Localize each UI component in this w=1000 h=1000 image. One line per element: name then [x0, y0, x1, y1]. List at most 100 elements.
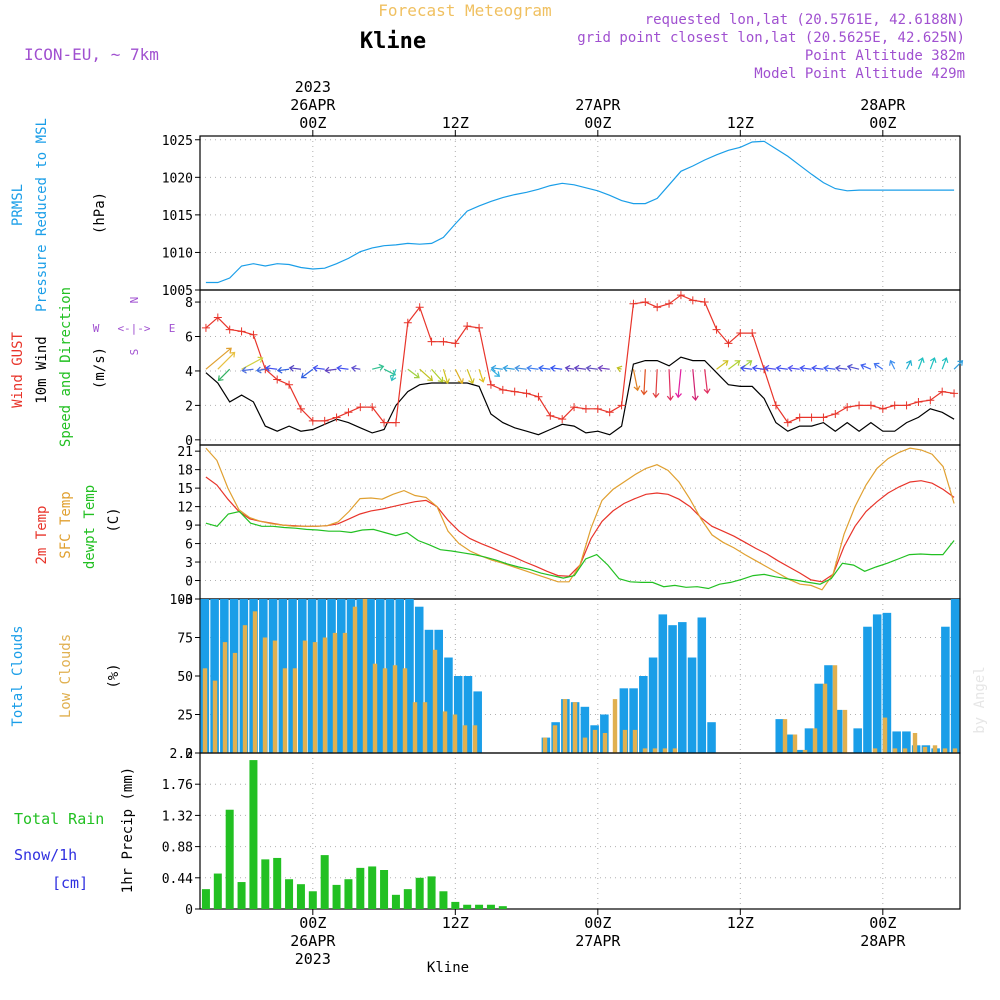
low-cloud-bar	[442, 711, 448, 753]
panel-axis-label: 2m Temp	[34, 505, 50, 564]
snow-unit-label: [cm]	[52, 874, 88, 892]
low-cloud-bar	[452, 714, 458, 753]
total-cloud-bar	[580, 706, 590, 753]
low-cloud-bar	[952, 748, 958, 753]
compass-west: W	[93, 322, 100, 335]
gust-marker	[296, 404, 305, 413]
gust-marker	[748, 329, 757, 338]
wind-arrow	[716, 360, 729, 370]
wind-arrow	[538, 364, 551, 372]
gust-marker	[878, 404, 887, 413]
total-cloud-bar	[639, 676, 648, 753]
gust-marker	[510, 387, 519, 396]
bottom-time-label: 28APR	[860, 932, 906, 950]
rain-bar	[391, 894, 400, 909]
wind-arrow	[585, 364, 598, 372]
gust-marker	[771, 401, 780, 410]
gust-marker	[570, 403, 579, 412]
top-time-label: 00Z	[584, 114, 611, 132]
compass-north: N	[128, 297, 141, 304]
wind-arrow	[350, 364, 361, 372]
total-cloud-bar	[785, 734, 794, 753]
gust-marker	[641, 298, 650, 307]
low-cloud-bar	[352, 606, 358, 753]
wind-gust-line	[205, 294, 955, 424]
gust-marker	[926, 396, 935, 405]
gust-marker	[356, 403, 365, 412]
panel-axis-label: Wind GUST	[10, 332, 26, 408]
top-time-label: 26APR	[290, 96, 336, 114]
low-cloud-bar	[232, 652, 238, 753]
y-tick-label: 25	[177, 709, 193, 724]
rain-bar	[225, 809, 234, 909]
wind-arrow	[941, 357, 949, 370]
low-cloud-bar	[672, 748, 678, 753]
top-time-label: 00Z	[299, 114, 326, 132]
panel-axis-label: (m/s)	[92, 347, 108, 389]
low-cloud-bar	[552, 725, 558, 753]
gust-marker	[629, 299, 638, 308]
low-cloud-bar	[422, 702, 428, 753]
panel-frame	[199, 444, 961, 600]
low-cloud-bar	[432, 649, 438, 753]
wind-arrow	[823, 364, 836, 372]
total-cloud-bar	[337, 599, 346, 753]
gust-marker	[807, 413, 816, 422]
low-cloud-bar	[612, 699, 618, 753]
total-cloud-bar	[405, 599, 414, 753]
wind-arrow	[288, 364, 302, 372]
gust-marker	[617, 401, 626, 410]
wind-arrow	[728, 360, 741, 370]
bottom-time-axis: 00Z26APR202312Z00Z27APR12Z00Z28APR12Z	[290, 909, 906, 968]
total-cloud-bar	[453, 676, 463, 753]
gust-marker	[546, 411, 555, 420]
wind-arrow	[666, 369, 674, 402]
y-tick-label: 1005	[162, 284, 193, 299]
gust-marker	[890, 401, 899, 410]
chart-title: Forecast Meteogram	[378, 1, 551, 20]
wind-arrow	[775, 364, 788, 372]
wind-speed-line	[205, 356, 955, 436]
low-cloud-bar	[782, 719, 788, 753]
y-tick-label: 0	[185, 434, 193, 449]
wind-arrow	[632, 369, 641, 392]
top-time-axis: 202326APR00Z12Z27APR00Z12Z28APR00Z12Z	[290, 78, 906, 136]
low-cloud-bar	[942, 748, 948, 753]
rain-bar	[463, 904, 472, 909]
wind-arrow	[383, 368, 397, 377]
wind-arrow	[300, 368, 314, 379]
y-tick-label: 15	[177, 482, 193, 497]
rain-bar	[344, 879, 353, 909]
wind-arrow	[336, 364, 349, 372]
total-cloud-bar	[434, 629, 443, 753]
compass-east: E	[169, 322, 176, 335]
low-cloud-bar	[312, 642, 318, 753]
wind-arrow	[640, 369, 648, 396]
gust-marker	[843, 403, 852, 412]
low-cloud-bar	[542, 737, 548, 753]
total-cloud-bar	[775, 719, 785, 753]
wind-arrow	[929, 357, 937, 370]
total-cloud-bar	[648, 657, 658, 753]
bottom-time-label: 26APR	[290, 932, 336, 950]
total-cloud-bar	[356, 599, 366, 753]
wind-arrow	[675, 369, 682, 399]
rain-bar	[451, 901, 460, 909]
total-cloud-bar	[814, 683, 823, 753]
wind-arrow	[407, 368, 420, 379]
wind-arrow	[324, 366, 337, 374]
gust-marker	[522, 389, 531, 398]
wind-arrow	[917, 357, 925, 370]
wind-arrow	[691, 369, 699, 402]
panel-axis-label: (C)	[106, 507, 122, 532]
rain-label: Total Rain	[14, 810, 104, 828]
y-tick-label: 0.44	[162, 872, 193, 887]
wind-arrow	[739, 364, 753, 372]
wind-arrow	[889, 359, 896, 370]
total-cloud-bar	[288, 599, 297, 753]
gust-marker	[534, 392, 543, 401]
wind-arrow	[564, 364, 575, 372]
snow-label: Snow/1h	[14, 846, 77, 864]
gust-marker	[391, 418, 400, 427]
y-tick-label: 4	[185, 365, 193, 380]
